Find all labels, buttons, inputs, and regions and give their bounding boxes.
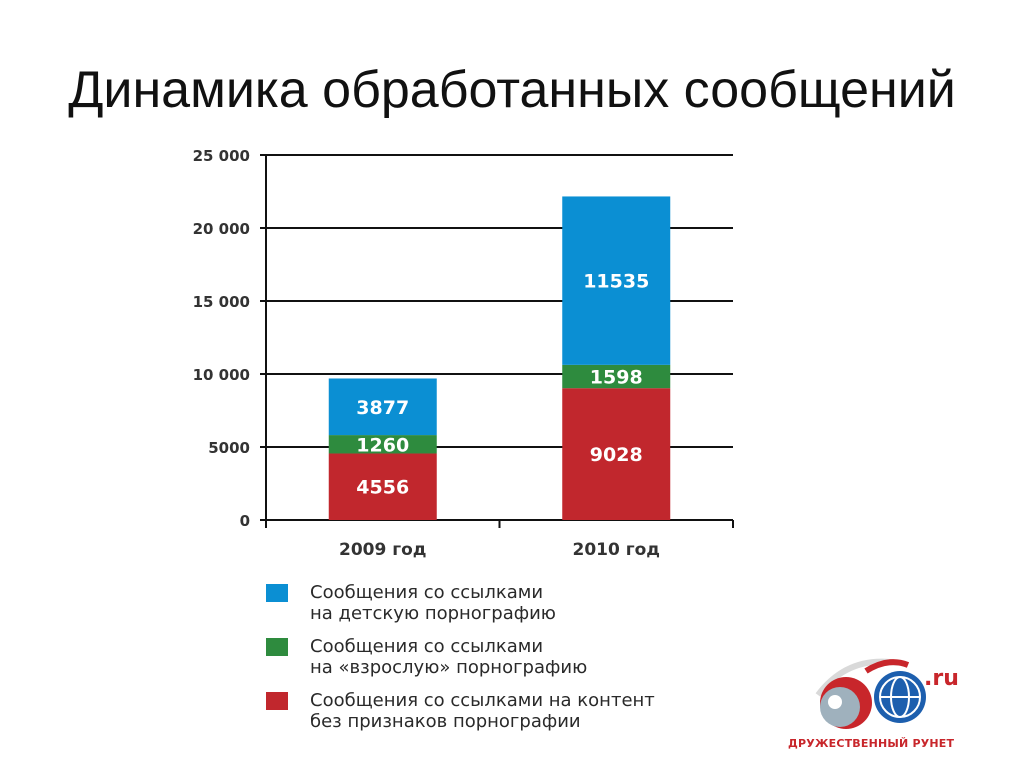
legend-item-adult: Сообщения со ссылками на «взрослую» порн… — [266, 636, 655, 678]
bar-segment — [328, 453, 437, 520]
legend-item-child: Сообщения со ссылками на детскую порногр… — [266, 582, 655, 624]
logo-graphic: .ru — [815, 658, 959, 729]
data-label: 9028 — [590, 444, 643, 466]
data-label: 4556 — [356, 477, 409, 499]
legend-swatch-blue — [266, 584, 288, 602]
y-tick-label: 20 000 — [193, 220, 250, 238]
legend-item-other: Сообщения со ссылками на контент без при… — [266, 690, 655, 732]
legend-label: Сообщения со ссылками на «взрослую» порн… — [310, 636, 588, 678]
y-tick-label: 10 000 — [193, 366, 250, 384]
data-label: 3877 — [356, 397, 409, 419]
bar-segment — [562, 364, 671, 389]
data-label: 11535 — [583, 271, 649, 293]
chart-legend: Сообщения со ссылками на детскую порногр… — [266, 582, 655, 744]
y-tick-label: 0 — [240, 512, 250, 530]
bar-segment — [328, 378, 437, 436]
y-tick-label: 5000 — [208, 439, 250, 457]
legend-swatch-green — [266, 638, 288, 656]
bar-segment — [562, 388, 671, 520]
slide-title: Динамика обработанных сообщений — [68, 61, 956, 119]
data-label: 1598 — [590, 367, 643, 389]
legend-label: Сообщения со ссылками на контент без при… — [310, 690, 655, 732]
legend-label: Сообщения со ссылками на детскую порногр… — [310, 582, 556, 624]
x-tick-label: 2010 год — [572, 540, 660, 560]
legend-swatch-red — [266, 692, 288, 710]
logo-text: ДРУЖЕСТВЕННЫЙ РУНЕТ — [788, 737, 955, 750]
x-tick-label: 2009 год — [339, 540, 427, 560]
bar-segment — [328, 435, 437, 454]
bar-segment — [562, 196, 671, 365]
logo-domain: .ru — [924, 666, 959, 691]
y-tick-label: 15 000 — [193, 293, 250, 311]
friendly-runet-logo: .ru ДРУЖЕСТВЕННЫЙ РУНЕТ — [788, 655, 988, 755]
data-label: 1260 — [356, 434, 409, 456]
y-tick-label: 25 000 — [193, 147, 250, 165]
